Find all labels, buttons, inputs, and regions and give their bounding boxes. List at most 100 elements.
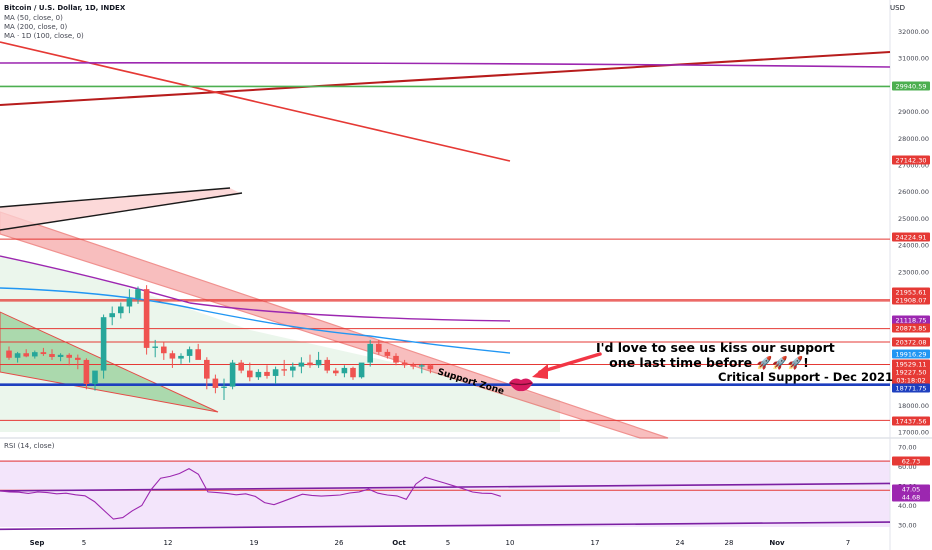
candle-body [333, 370, 339, 374]
candle-body [23, 353, 29, 357]
candle-body [298, 362, 305, 367]
candle-body [169, 353, 176, 359]
candle-body [247, 370, 253, 378]
price-label-bg [892, 323, 930, 333]
rsi-y-tick-label: 30.00 [898, 522, 917, 530]
ma50-line [0, 287, 511, 354]
x-tick-label: 5 [82, 539, 86, 547]
x-tick-label: Nov [769, 539, 785, 547]
candle-body [161, 346, 167, 354]
annotation-line-2: one last time before 🚀🚀🚀! [609, 355, 809, 370]
x-tick-label: Oct [392, 539, 406, 547]
candle-body [100, 317, 107, 371]
rsi-label: 62.73 [902, 458, 921, 466]
annotation-line-1: I'd love to see us kiss our support [596, 340, 835, 355]
candle-body [92, 370, 98, 384]
y-tick-label: 25000.00 [898, 215, 929, 223]
price-label: 20372.08 [895, 339, 926, 347]
currency-label: USD [890, 4, 905, 12]
falling-wedge [0, 311, 219, 413]
price-label: 21953.61 [895, 289, 926, 297]
x-tick-label: 12 [164, 539, 173, 547]
rsi-y-tick-label: 60.00 [898, 463, 917, 471]
y-tick-label: 29000.00 [898, 108, 929, 116]
x-tick-label: 7 [846, 539, 850, 547]
rsi-label-bg [892, 484, 930, 494]
price-label: 17437.56 [895, 418, 926, 426]
rising-trendline [0, 51, 891, 106]
price-label: 18771.75 [895, 385, 926, 393]
x-tick-label: 24 [676, 539, 685, 547]
y-tick-label: 28000.00 [898, 135, 929, 143]
indicator-ma100[interactable]: MA · 1D (100, close, 0) [4, 32, 84, 40]
price-label-bg [892, 287, 930, 297]
x-tick-label: 28 [725, 539, 734, 547]
candle-body [358, 362, 365, 378]
candle-body [178, 355, 184, 359]
candle-body [143, 289, 150, 348]
candle-body [152, 346, 158, 348]
x-tick-label: 17 [591, 539, 600, 547]
candle-body [264, 371, 270, 376]
candle-body [118, 306, 124, 314]
y-tick-label: 27000.00 [898, 162, 929, 170]
candle-body [49, 354, 55, 357]
annotation-main: I'd love to see us kiss our support one … [596, 340, 835, 370]
candle-body [419, 365, 425, 367]
rsi-band [0, 460, 890, 527]
price-pane[interactable]: Support Zone [0, 41, 891, 439]
wedge-line-lower [0, 192, 243, 231]
symbol-title[interactable]: Bitcoin / U.S. Dollar, 1D, INDEX [4, 4, 126, 12]
price-label-bg [892, 359, 930, 369]
indicator-ma50[interactable]: MA (50, close, 0) [4, 14, 63, 22]
candle-body [204, 359, 210, 379]
candle-body [57, 354, 64, 357]
candle-body [14, 353, 21, 358]
y-tick-label: 31000.00 [898, 55, 929, 63]
candle-body [195, 349, 201, 360]
candle-body [238, 362, 244, 371]
candle-body [324, 359, 330, 371]
candle-body [427, 365, 434, 370]
ma200-line [0, 62, 891, 68]
price-label-bg [892, 349, 930, 359]
x-tick-label: 10 [506, 539, 515, 547]
candle-body [255, 371, 262, 378]
candle-body [315, 359, 322, 366]
candle-body [376, 343, 382, 352]
candle-body [401, 362, 408, 366]
price-label: 19529.11 [895, 361, 926, 369]
candle-body [229, 362, 236, 387]
rsi-label: 47.05 [902, 486, 921, 494]
rsi-pane[interactable] [0, 460, 891, 531]
candle-body [410, 365, 416, 367]
rsi-label: 44.68 [902, 494, 921, 502]
rsi-trendline-lower [0, 521, 891, 531]
candle-body [307, 362, 313, 366]
rsi-line [0, 467, 501, 520]
price-label-bg [892, 337, 930, 347]
price-label: 29940.59 [895, 83, 926, 91]
candle-body [40, 352, 47, 355]
y-tick-label: 26000.00 [898, 188, 929, 196]
ma100-line [0, 255, 511, 322]
candle-body [75, 357, 81, 360]
y-tick-label: 24000.00 [898, 242, 929, 250]
rsi-title[interactable]: RSI (14, close) [4, 442, 55, 450]
descending-trendline [0, 41, 511, 162]
rsi-y-tick-label: 40.00 [898, 502, 917, 510]
price-labels: 29940.59 27142.30 24224.91 21953.6121908.07… [892, 81, 930, 502]
price-label: 19227.50 [895, 369, 926, 377]
price-label-bg [892, 375, 930, 385]
y-tick-label: 18000.00 [898, 402, 929, 410]
price-label: 19916.29 [895, 351, 926, 359]
price-label-bg [892, 81, 930, 91]
candle-body [384, 351, 391, 356]
indicator-ma200[interactable]: MA (200, close, 0) [4, 23, 68, 31]
price-label: 21118.75 [895, 317, 926, 325]
candle-body [109, 313, 115, 318]
critical-support-label: Critical Support - Dec 2021 [718, 370, 893, 384]
price-label-bg [892, 232, 930, 242]
y-tick-label: 23000.00 [898, 268, 929, 276]
